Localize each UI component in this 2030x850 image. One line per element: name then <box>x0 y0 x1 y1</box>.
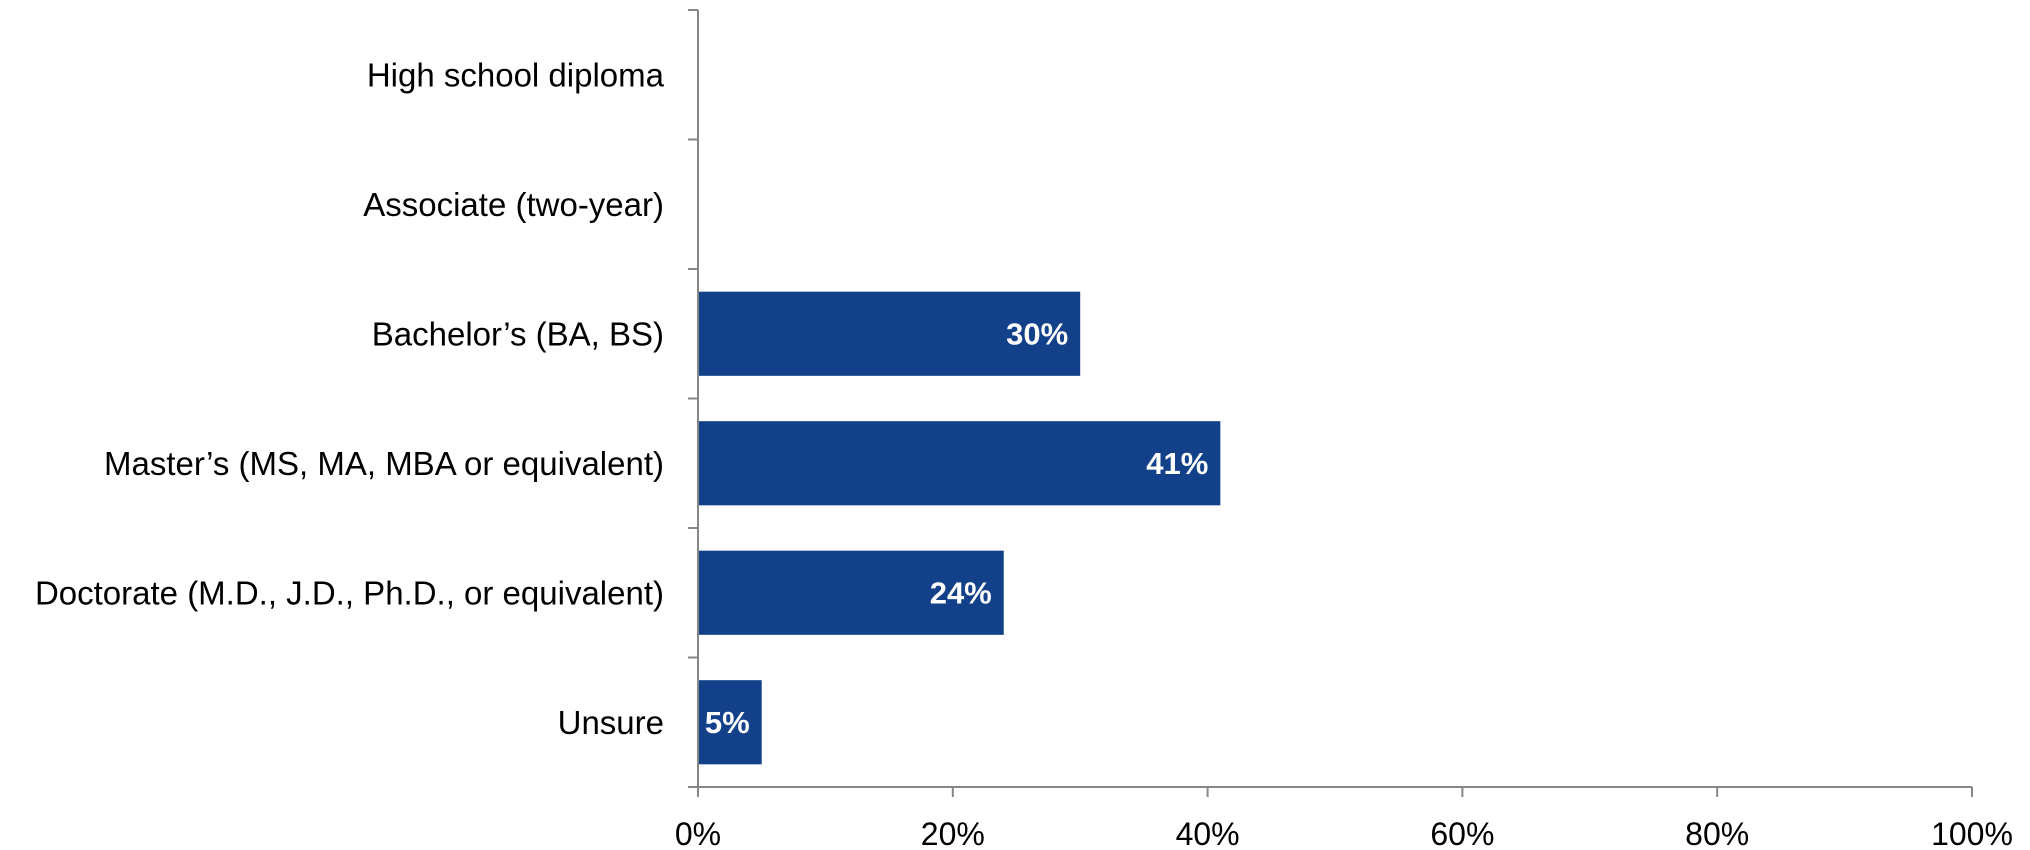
x-tick-label: 60% <box>1430 816 1494 850</box>
data-label: 41% <box>1146 446 1208 481</box>
x-tick-label: 20% <box>921 816 985 850</box>
bar <box>698 291 1081 376</box>
bar <box>698 421 1221 506</box>
x-tick-label: 80% <box>1685 816 1749 850</box>
x-tick-labels: 0% 20% 40% 60% 80% 100% <box>675 816 2013 850</box>
x-tick-label: 40% <box>1176 816 1240 850</box>
data-label: 24% <box>930 575 992 610</box>
bar <box>698 680 762 765</box>
category-label: Doctorate (M.D., J.D., Ph.D., or equival… <box>35 574 664 611</box>
data-label: 5% <box>705 705 750 740</box>
data-label: 30% <box>1006 316 1068 351</box>
category-label: Unsure <box>558 704 664 741</box>
bars-group <box>698 291 1221 765</box>
category-label: Master’s (MS, MA, MBA or equivalent) <box>104 445 664 482</box>
category-label: Bachelor’s (BA, BS) <box>372 315 664 352</box>
x-tick-label: 0% <box>675 816 721 850</box>
bar <box>698 550 1004 635</box>
category-label: High school diploma <box>367 56 665 93</box>
category-label: Associate (two-year) <box>363 186 664 223</box>
data-labels: 30% 41% 24% 5% <box>705 316 1208 740</box>
axes-group <box>688 9 1973 797</box>
category-labels: High school diploma Associate (two-year) B… <box>35 56 665 741</box>
x-tick-label: 100% <box>1931 816 2013 850</box>
